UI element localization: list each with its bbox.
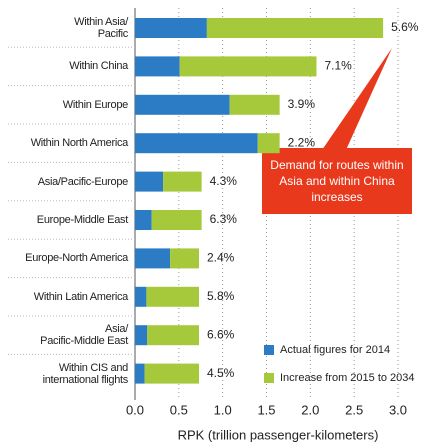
bar-segment [179,56,317,77]
category-label: Within China [69,60,128,73]
x-tick-label: 0.5 [170,402,188,417]
x-tick-label: 1.0 [214,402,232,417]
x-tick-label: 2.5 [345,402,363,417]
category-label: Within Asia/ Pacific [74,16,128,40]
legend-label: Increase from 2015 to 2034 [280,372,415,384]
growth-label: 7.1% [324,59,352,73]
x-tick-label: 0.0 [126,402,144,417]
growth-label: 6.3% [210,212,238,226]
growth-label: 5.8% [207,289,235,303]
legend-label: Actual figures for 2014 [280,344,390,356]
bar-segment [135,171,164,192]
growth-label: 6.6% [207,327,235,341]
bar-segment [135,133,258,154]
category-label: Europe-North America [25,252,128,265]
bar-segment [135,18,207,38]
bar-segment [135,94,230,115]
bar-segment [170,248,199,269]
bar-segment [151,210,202,230]
x-axis-label: RPK (trillion passenger-kilometers) [178,427,379,442]
legend-swatch [264,345,274,355]
x-tick-label: 1.5 [257,402,275,417]
growth-label: 4.5% [207,366,235,380]
callout-pointer [322,48,392,150]
category-label: Within North America [30,137,129,150]
callout-box [262,148,412,214]
bar-segment [147,325,199,346]
annotation: Demand for routes within Asia and within… [270,158,404,204]
bar-segment [144,363,199,384]
category-label: Europe-Middle East [36,214,129,226]
growth-label: 4.3% [210,174,238,188]
bar-segment [206,18,384,38]
growth-label: 2.2% [288,135,316,149]
bar-segment [135,210,152,230]
bar-segment [257,133,280,154]
growth-label: 2.4% [207,251,235,265]
legend-swatch [264,373,274,383]
x-tick-label: 3.0 [389,402,407,417]
category-label: Within Europe [62,98,129,111]
x-tick-label: 2.0 [301,402,319,417]
bar-segment [135,363,145,384]
bar-segment [229,94,280,115]
category-label: Within CIS and international flights [42,361,129,386]
category-label: Asia/Pacific-Europe [37,175,129,188]
bar-segment [146,286,199,307]
bar-segment [135,286,147,307]
category-label: Asia/ Pacific-Middle East [40,323,128,348]
growth-label: 5.6% [391,20,419,34]
growth-label: 3.9% [288,97,316,111]
bar-segment [135,325,148,346]
bar-segment [135,248,171,269]
bar-segment [135,56,180,77]
bar-segment [163,171,202,192]
category-label: Within Latin America [33,290,129,303]
